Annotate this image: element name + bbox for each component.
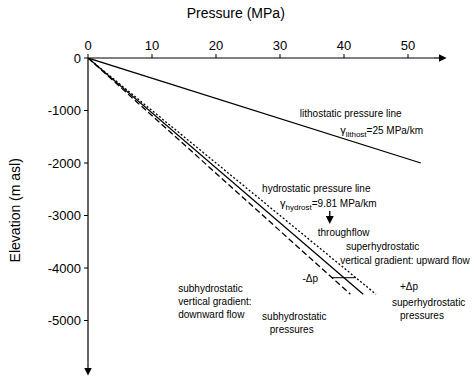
y-tick bbox=[84, 320, 88, 321]
x-tick-label: 0 bbox=[84, 38, 91, 53]
chart: 0 10 20 30 40 50 0 -1000 -2000 -3000 -4000 -5000 Pre… bbox=[0, 0, 474, 382]
x-tick-label: 20 bbox=[209, 38, 223, 53]
annotation: superhydrostatic bbox=[392, 297, 465, 308]
x-axis-arrow bbox=[434, 57, 445, 58]
y-tick bbox=[84, 268, 88, 269]
series-line bbox=[88, 58, 421, 163]
x-tick bbox=[152, 54, 153, 58]
y-tick-label: -3000 bbox=[48, 208, 81, 223]
x-axis-label: Pressure (MPa) bbox=[187, 5, 285, 21]
annotation: γhydrost=9.81 MPa/km bbox=[280, 197, 377, 212]
annotation-subscript: lithost bbox=[346, 130, 368, 139]
annotation: +Δp bbox=[400, 281, 419, 292]
y-tick bbox=[84, 215, 88, 216]
y-tick bbox=[84, 58, 88, 59]
x-tick-label: 50 bbox=[401, 38, 415, 53]
annotation: hydrostatic pressure line bbox=[262, 183, 371, 194]
delta-p-bracket bbox=[332, 277, 356, 278]
annotation: downward flow bbox=[178, 309, 245, 320]
x-tick bbox=[280, 54, 281, 58]
y-axis-arrow bbox=[87, 363, 88, 374]
annotation: vertical gradient: bbox=[178, 296, 251, 307]
annotation: -Δp bbox=[302, 273, 318, 284]
annotation: vertical gradient: upward flow bbox=[340, 255, 470, 266]
annotation: lithostatic pressure line bbox=[300, 108, 402, 119]
series-line bbox=[88, 58, 363, 294]
x-tick-label: 30 bbox=[273, 38, 287, 53]
series-line bbox=[88, 58, 376, 294]
x-tick bbox=[408, 54, 409, 58]
y-tick bbox=[84, 110, 88, 111]
annotation: subhydrostatic bbox=[262, 311, 326, 322]
annotation: γlithost=25 MPa/km bbox=[340, 124, 423, 139]
x-axis bbox=[88, 57, 434, 58]
x-tick-label: 40 bbox=[337, 38, 351, 53]
annotation: subhydrostatic bbox=[178, 283, 242, 294]
annotation-subscript: hydrost bbox=[286, 203, 313, 212]
series-line bbox=[88, 58, 350, 294]
annotation: throughflow bbox=[318, 227, 370, 238]
x-tick-label: 10 bbox=[145, 38, 159, 53]
y-tick-label: -2000 bbox=[48, 156, 81, 171]
y-tick-label: -1000 bbox=[48, 103, 81, 118]
y-axis bbox=[87, 58, 88, 363]
y-tick bbox=[84, 163, 88, 164]
y-tick-label: -5000 bbox=[48, 313, 81, 328]
annotation: superhydrostatic bbox=[346, 241, 419, 252]
x-tick bbox=[216, 54, 217, 58]
y-axis-label: Elevation (m asl) bbox=[7, 158, 23, 262]
x-tick bbox=[344, 54, 345, 58]
annotation-arrow bbox=[329, 211, 330, 222]
annotation-text: =25 MPa/km bbox=[367, 125, 423, 136]
annotation-text: =9.81 MPa/km bbox=[312, 198, 377, 209]
annotation: pressures bbox=[400, 310, 444, 321]
x-tick bbox=[88, 54, 89, 58]
y-tick-label: -4000 bbox=[48, 261, 81, 276]
y-tick-label: 0 bbox=[74, 51, 81, 66]
annotation: pressures bbox=[270, 324, 314, 335]
